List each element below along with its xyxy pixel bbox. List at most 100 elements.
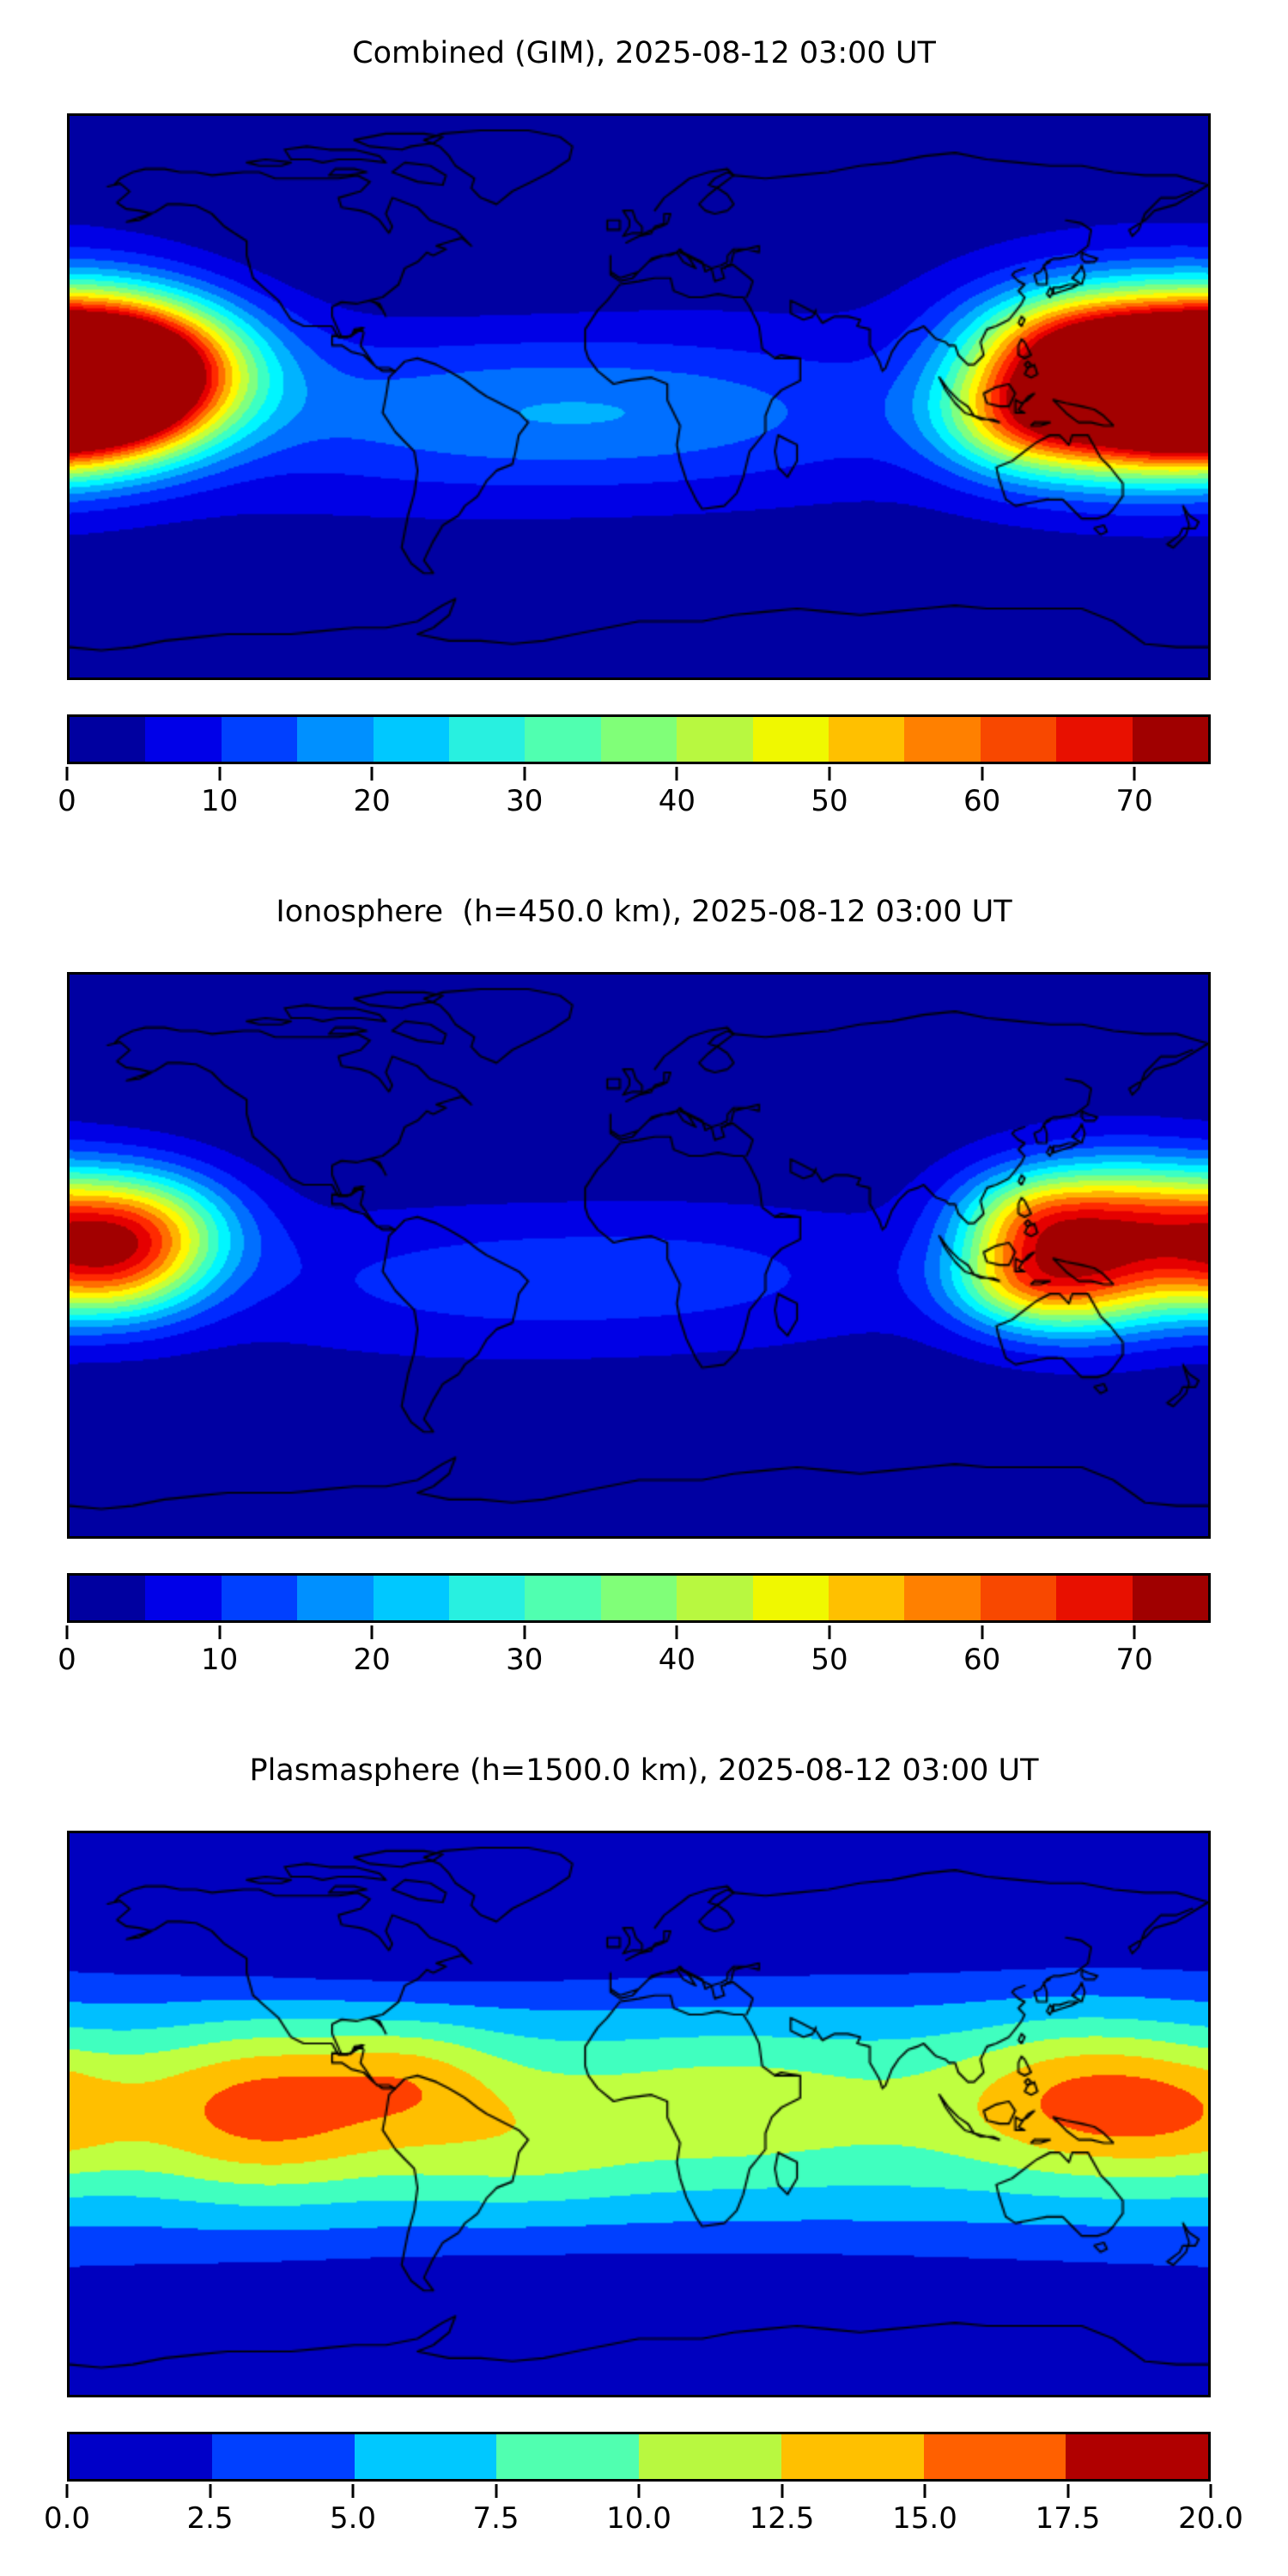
colorbar-tick-mark xyxy=(981,1625,984,1639)
colorbar-tick-label: 30 xyxy=(506,1643,544,1677)
colorbar-band xyxy=(904,1576,981,1620)
colorbar-tick-label: 20 xyxy=(353,1643,391,1677)
panel-title-combined-gim: Combined (GIM), 2025-08-12 03:00 UT xyxy=(352,36,936,70)
colorbar-tick-mark xyxy=(65,1625,69,1639)
colorbar-band xyxy=(980,1576,1057,1620)
colorbar-band xyxy=(373,717,450,762)
colorbar-band xyxy=(373,1576,450,1620)
colorbar-tick-label: 10.0 xyxy=(606,2501,671,2536)
colorbar-band xyxy=(1066,2434,1208,2479)
map-axes-combined-gim xyxy=(67,113,1211,680)
colorbar-band xyxy=(297,717,374,762)
colorbar-tick-mark xyxy=(675,1625,678,1639)
colorbar-tick-mark xyxy=(1066,2484,1069,2498)
colorbar-tick-label: 20.0 xyxy=(1178,2501,1243,2536)
colorbar-tick-label: 10 xyxy=(200,1643,239,1677)
colorbar-tick-mark xyxy=(675,767,678,781)
colorbar-band xyxy=(221,717,298,762)
colorbar-band xyxy=(70,717,146,762)
colorbar-tick-mark xyxy=(1209,2484,1212,2498)
tec-heatmap-combined-gim xyxy=(70,116,1208,677)
colorbar-tick-label: 12.5 xyxy=(749,2501,815,2536)
colorbar-tick-mark xyxy=(351,2484,355,2498)
colorbar-band xyxy=(1056,1576,1133,1620)
colorbar-band xyxy=(781,2434,924,2479)
colorbar-tick-mark xyxy=(65,767,69,781)
colorbar-band xyxy=(449,1576,526,1620)
colorbar-tick-mark xyxy=(828,767,831,781)
colorbar-band xyxy=(752,1576,829,1620)
colorbar-tick-label: 0 xyxy=(58,1643,76,1677)
colorbar-tick-label: 20 xyxy=(353,784,391,818)
colorbar-band xyxy=(70,2434,212,2479)
colorbar-tick-mark xyxy=(370,767,374,781)
colorbar-band xyxy=(923,2434,1066,2479)
colorbar-band xyxy=(600,717,677,762)
colorbar-tick-mark xyxy=(218,1625,222,1639)
colorbar-tick-mark xyxy=(523,767,526,781)
colorbar-tick-mark xyxy=(1133,1625,1136,1639)
colorbar-tick-mark xyxy=(209,2484,211,2498)
colorbar-tick-mark xyxy=(523,1625,526,1639)
colorbar-band xyxy=(70,1576,146,1620)
colorbar-band xyxy=(677,1576,753,1620)
colorbar-tick-label: 10 xyxy=(200,784,239,818)
colorbar-tick-label: 60 xyxy=(963,784,1001,818)
colorbar-tick-label: 50 xyxy=(811,1643,848,1677)
colorbar-tick-label: 50 xyxy=(811,784,848,818)
colorbar-band xyxy=(752,717,829,762)
colorbar-band xyxy=(145,1576,222,1620)
colorbar-band xyxy=(496,2434,639,2479)
colorbar-tick-label: 15.0 xyxy=(892,2501,957,2536)
colorbar-tick-mark xyxy=(65,2484,69,2498)
colorbar-band xyxy=(980,717,1057,762)
colorbar-band xyxy=(354,2434,497,2479)
map-axes-plasmasphere-1500km xyxy=(67,1831,1211,2397)
colorbar-tick-label: 40 xyxy=(658,784,696,818)
colorbar-tick-label: 0 xyxy=(58,784,76,818)
colorbar-tick-mark xyxy=(923,2484,927,2498)
colorbar-tick-label: 30 xyxy=(506,784,544,818)
colorbar-tick-label: 40 xyxy=(658,1643,696,1677)
colorbar-band xyxy=(221,1576,298,1620)
colorbar-tick-mark xyxy=(781,2484,783,2498)
colorbar-band xyxy=(297,1576,374,1620)
colorbar-tick-label: 2.5 xyxy=(186,2501,234,2536)
colorbar-tick-mark xyxy=(828,1625,831,1639)
colorbar-band xyxy=(600,1576,677,1620)
colorbar-band xyxy=(211,2434,355,2479)
colorbar-tick-mark xyxy=(495,2484,497,2498)
colorbar-band xyxy=(829,1576,905,1620)
colorbar-tick-mark xyxy=(1133,767,1136,781)
colorbar-tick-label: 5.0 xyxy=(329,2501,377,2536)
colorbar-band xyxy=(829,717,905,762)
colorbar-tick-mark xyxy=(218,767,222,781)
colorbar-band xyxy=(449,717,526,762)
colorbar-tick-label: 7.5 xyxy=(472,2501,519,2536)
panel-title-ionosphere-450km: Ionosphere (h=450.0 km), 2025-08-12 03:0… xyxy=(276,895,1012,929)
colorbar-band xyxy=(639,2434,781,2479)
colorbar-tick-label: 17.5 xyxy=(1035,2501,1101,2536)
colorbar-band xyxy=(1132,1576,1209,1620)
colorbar-tick-label: 60 xyxy=(963,1643,1001,1677)
colorbar-tick-mark xyxy=(637,2484,641,2498)
tec-heatmap-ionosphere-450km xyxy=(70,975,1208,1536)
colorbar-band xyxy=(677,717,753,762)
colorbar-band xyxy=(525,717,601,762)
colorbar-plasmasphere-1500km xyxy=(67,2432,1211,2482)
colorbar-ionosphere-450km xyxy=(67,1573,1211,1623)
colorbar-combined-gim xyxy=(67,714,1211,764)
colorbar-band xyxy=(145,717,222,762)
colorbar-tick-mark xyxy=(981,767,984,781)
colorbar-band xyxy=(1132,717,1209,762)
colorbar-band xyxy=(1056,717,1133,762)
colorbar-band xyxy=(904,717,981,762)
panel-title-plasmasphere-1500km: Plasmasphere (h=1500.0 km), 2025-08-12 0… xyxy=(249,1753,1039,1788)
map-axes-ionosphere-450km xyxy=(67,972,1211,1539)
colorbar-tick-mark xyxy=(370,1625,374,1639)
colorbar-tick-label: 70 xyxy=(1115,784,1153,818)
colorbar-tick-label: 0.0 xyxy=(43,2501,91,2536)
tec-heatmap-plasmasphere-1500km xyxy=(70,1833,1208,2395)
colorbar-tick-label: 70 xyxy=(1115,1643,1153,1677)
